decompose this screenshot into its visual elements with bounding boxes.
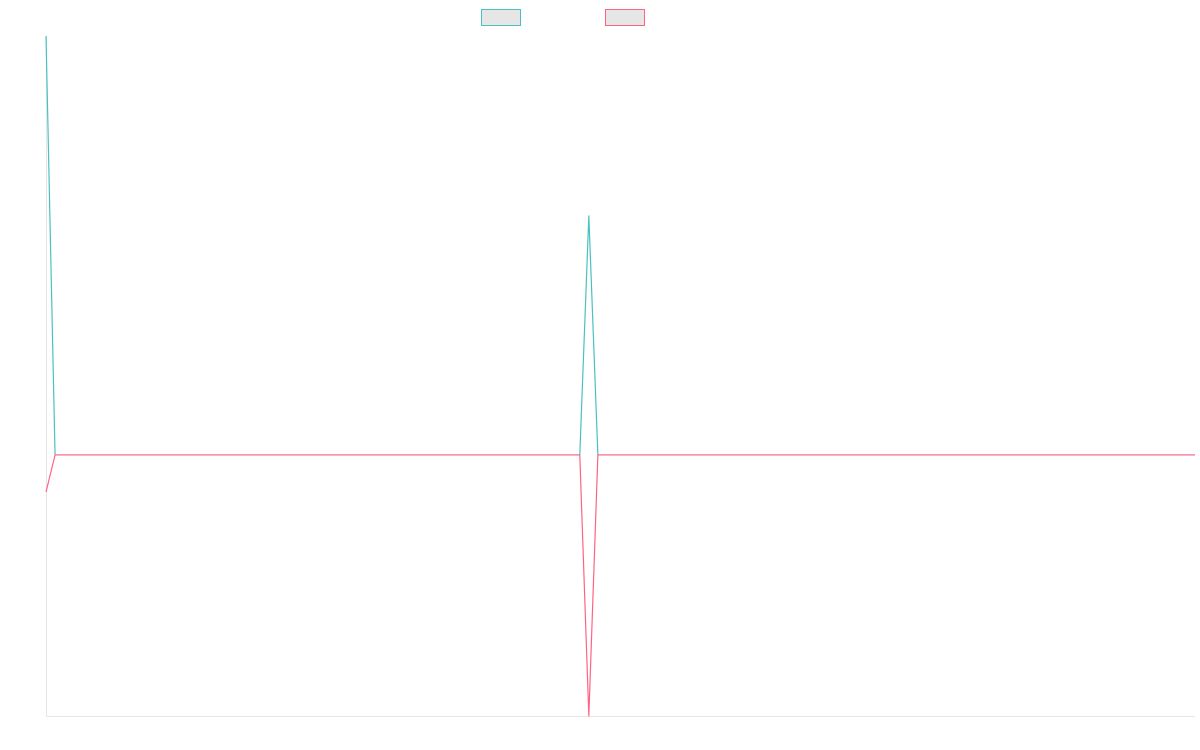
legend-swatch (481, 9, 521, 26)
series-line (45, 35, 1195, 456)
series-line (45, 454, 1195, 717)
legend-swatch (605, 9, 645, 26)
